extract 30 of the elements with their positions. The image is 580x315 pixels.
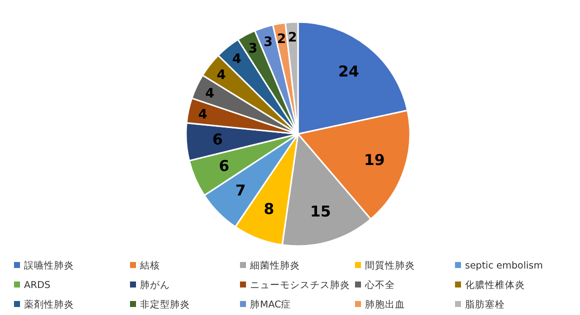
legend-label: 化膿性椎体炎 (465, 279, 525, 291)
data-label: 4 (205, 86, 214, 102)
legend-label: septic embolism (465, 260, 543, 272)
data-label: 3 (264, 35, 273, 50)
legend-label: 薬剤性肺炎 (24, 298, 74, 310)
data-label: 4 (232, 52, 242, 68)
legend-label: 心不全 (364, 279, 395, 291)
legend-label: 肺MAC症 (250, 298, 292, 310)
legend-label: 結核 (139, 260, 160, 272)
legend-label: 肺胞出血 (365, 298, 405, 310)
legend-label: 細菌性肺炎 (249, 260, 300, 272)
data-label: 15 (310, 202, 331, 220)
legend-label: 間質性肺炎 (365, 260, 415, 272)
data-label: 24 (338, 62, 360, 80)
data-label: 4 (216, 68, 226, 83)
legend-label: ARDS (24, 280, 50, 291)
legend-label: 肺がん (140, 279, 170, 291)
data-label: 3 (248, 42, 258, 57)
legend-label: 誤嚥性肺炎 (24, 260, 74, 272)
legend-label: 非定型肺炎 (140, 298, 190, 310)
legend-label: 脂肪塞栓 (465, 298, 505, 310)
data-label: 6 (218, 157, 230, 176)
legend-label: ニューモシスチス肺炎 (250, 279, 350, 291)
data-label: 2 (277, 32, 286, 47)
data-label: 2 (288, 30, 298, 46)
data-label: 8 (264, 200, 274, 218)
data-label: 4 (198, 107, 208, 122)
data-label: 6 (212, 130, 223, 149)
data-label: 19 (364, 150, 385, 169)
data-label: 7 (235, 182, 246, 200)
